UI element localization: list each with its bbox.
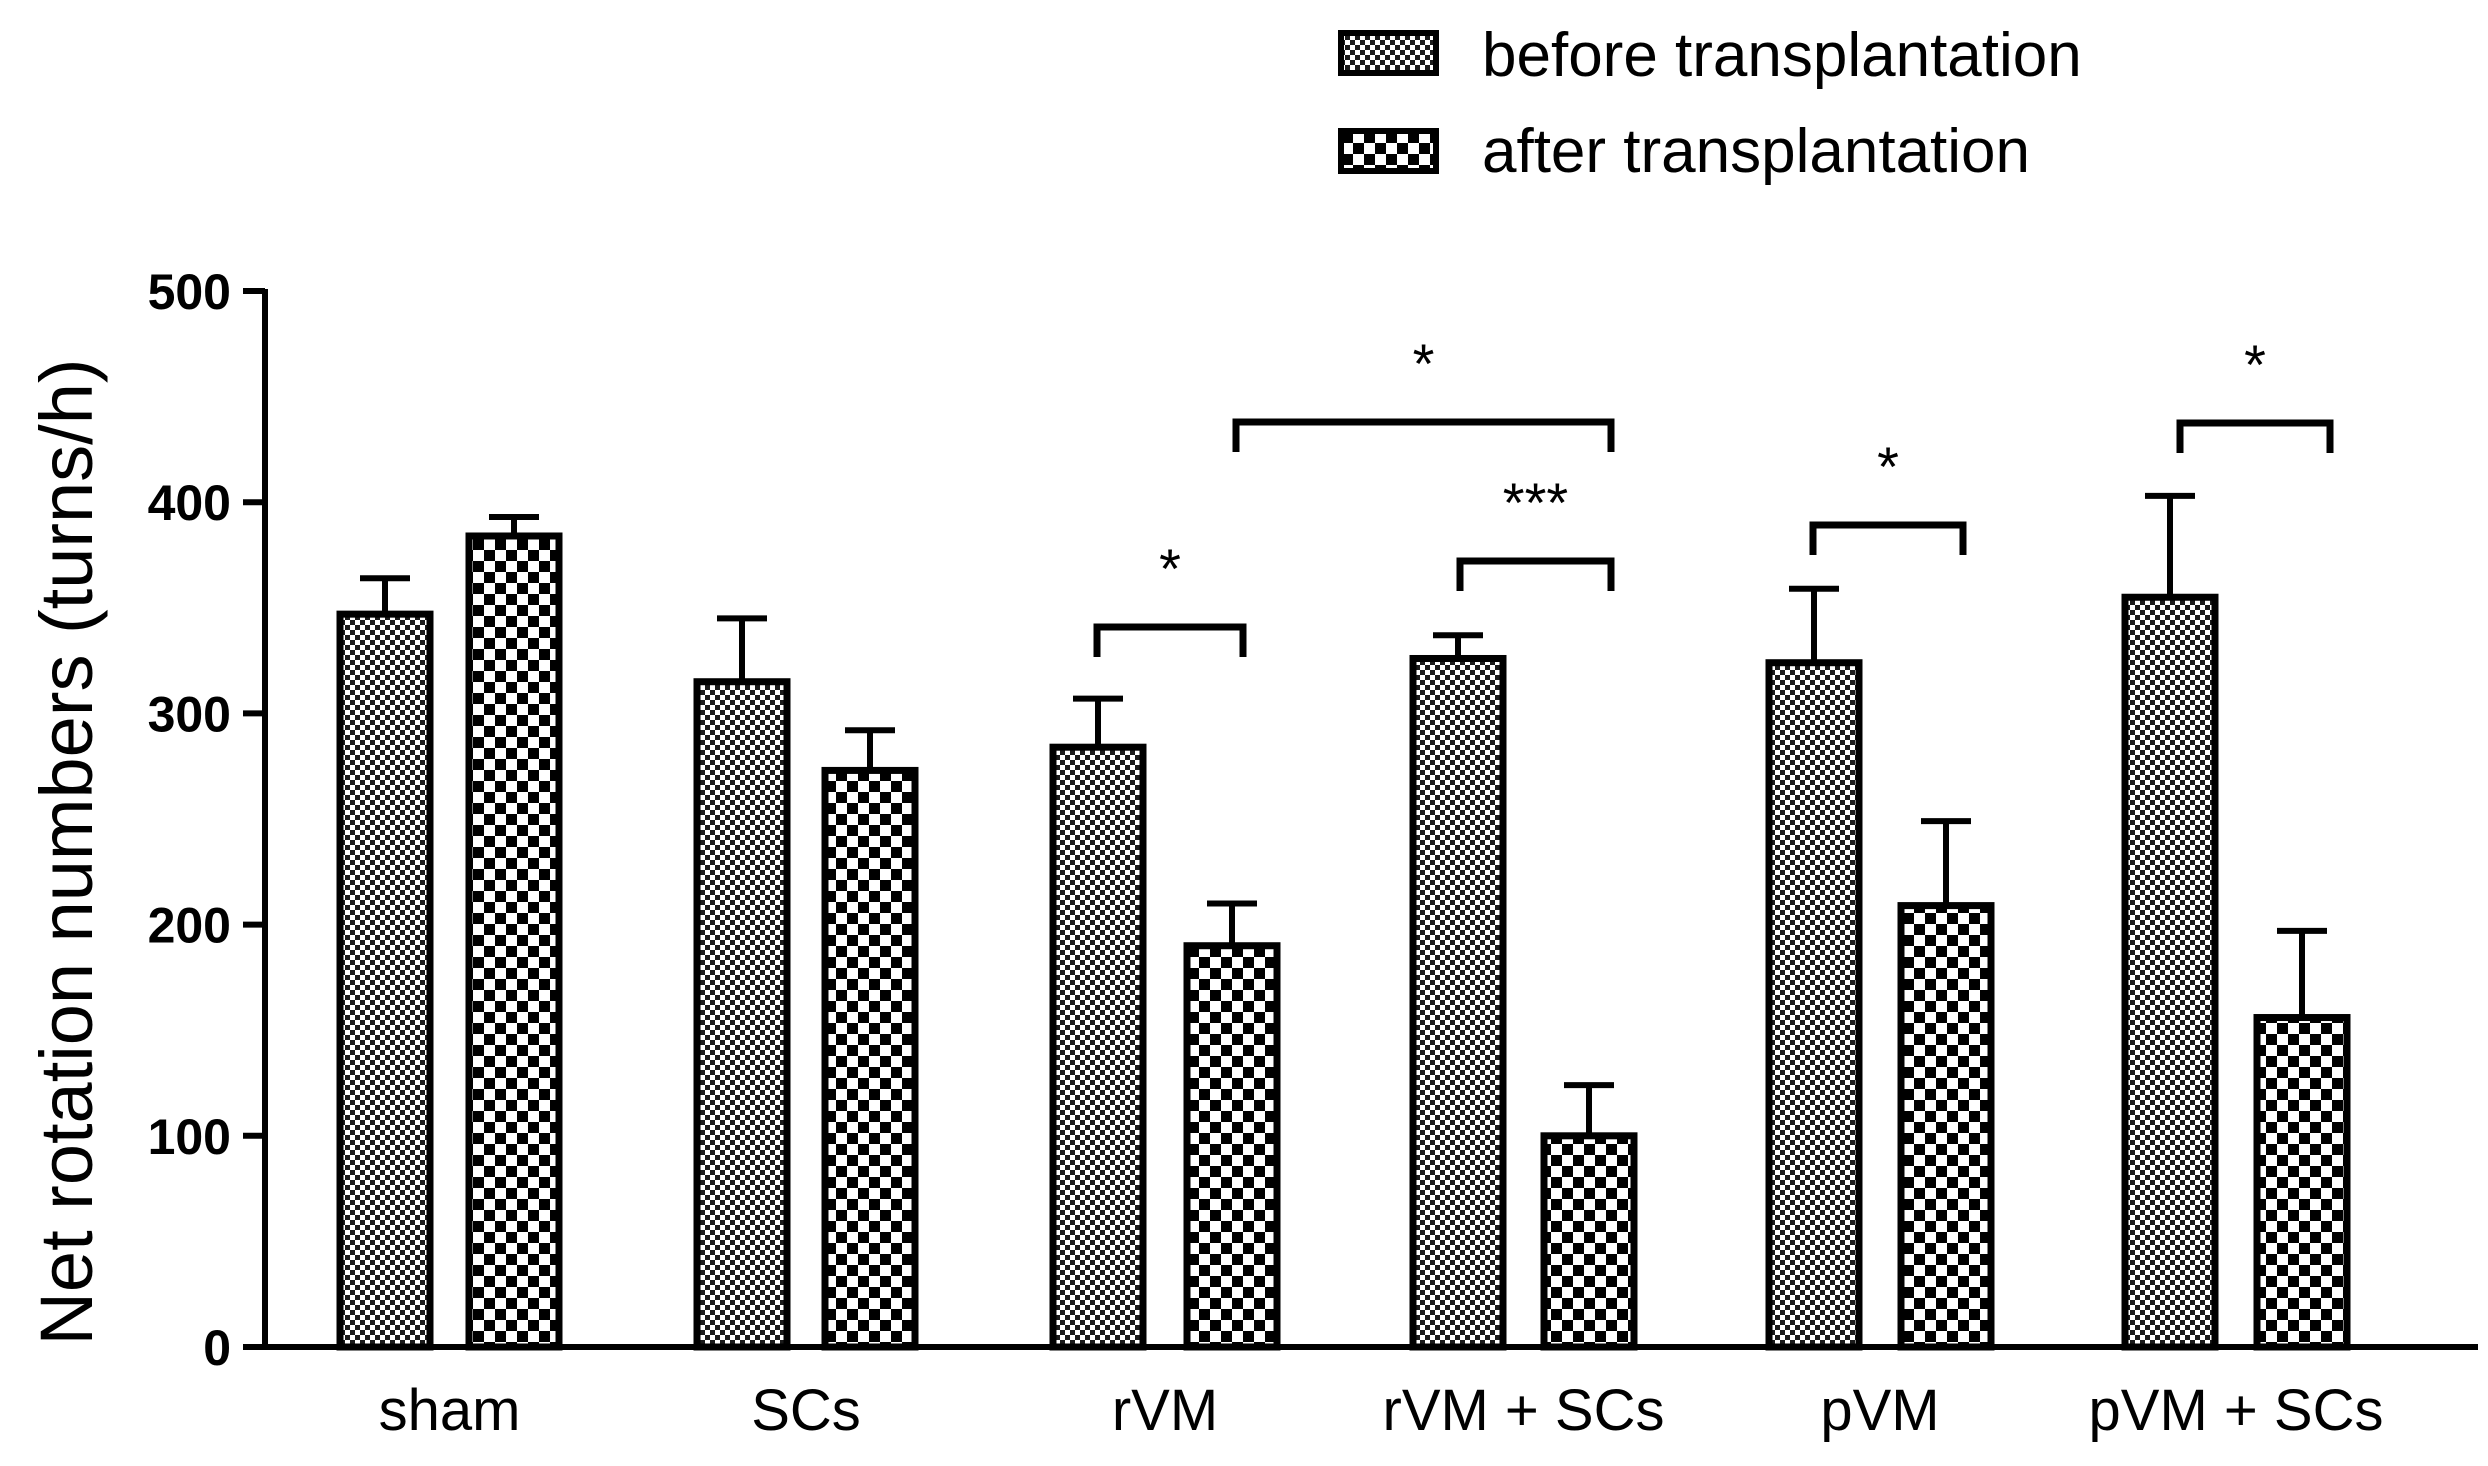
bar-after: [1183, 942, 1281, 1351]
bar-before: [1765, 659, 1863, 1351]
significance-bracket: [1093, 623, 1247, 657]
y-tick-label: 500: [148, 264, 231, 320]
significance-label: ***: [1503, 471, 1568, 534]
significance-label: *: [1877, 435, 1899, 498]
legend-swatch-after: [1338, 128, 1439, 174]
bar-after: [821, 766, 919, 1351]
bar-before: [693, 678, 791, 1351]
bar-after: [465, 532, 563, 1351]
y-tick-label: 200: [148, 898, 231, 954]
bar-before: [336, 610, 434, 1351]
y-tick-label: 300: [148, 686, 231, 742]
significance-bracket: [1809, 521, 1967, 555]
significance-bracket: [2176, 419, 2334, 453]
significance-bracket: [1232, 418, 1615, 452]
bar-after: [2253, 1014, 2351, 1351]
y-tick-label: 100: [148, 1109, 231, 1165]
significance-group: *******: [1093, 332, 2334, 657]
legend-swatch-before: [1338, 30, 1439, 76]
bar-before: [1409, 654, 1507, 1351]
x-category-label: SCs: [751, 1378, 861, 1443]
x-category-label: pVM + SCs: [2089, 1378, 2384, 1443]
bar-after: [1897, 902, 1995, 1351]
significance-label: *: [1159, 537, 1181, 600]
x-category-label: rVM + SCs: [1383, 1378, 1665, 1443]
bar-after: [1540, 1132, 1638, 1351]
x-category-label: sham: [379, 1378, 521, 1443]
bar-before: [2121, 593, 2219, 1351]
legend: before transplantation after transplanta…: [1338, 21, 2082, 186]
x-category-label: rVM: [1112, 1378, 1218, 1443]
y-tick-label: 0: [203, 1320, 231, 1376]
significance-label: *: [1413, 332, 1435, 395]
axes: 0 100 200 300 400 500 sham SCs rVM rVM + SCs pVM pV…: [148, 264, 2478, 1443]
error-bars-group: [360, 492, 2327, 1136]
y-axis-title: Net rotation numbers (turns/h): [25, 358, 108, 1345]
bars-group: [336, 532, 2351, 1351]
legend-label-before: before transplantation: [1482, 21, 2082, 90]
significance-bracket: [1456, 557, 1615, 591]
y-tick-label: 400: [148, 475, 231, 531]
legend-label-after: after transplantation: [1482, 117, 2030, 186]
x-category-label: pVM: [1820, 1378, 1939, 1443]
significance-label: *: [2244, 333, 2266, 396]
bar-before: [1049, 743, 1147, 1351]
